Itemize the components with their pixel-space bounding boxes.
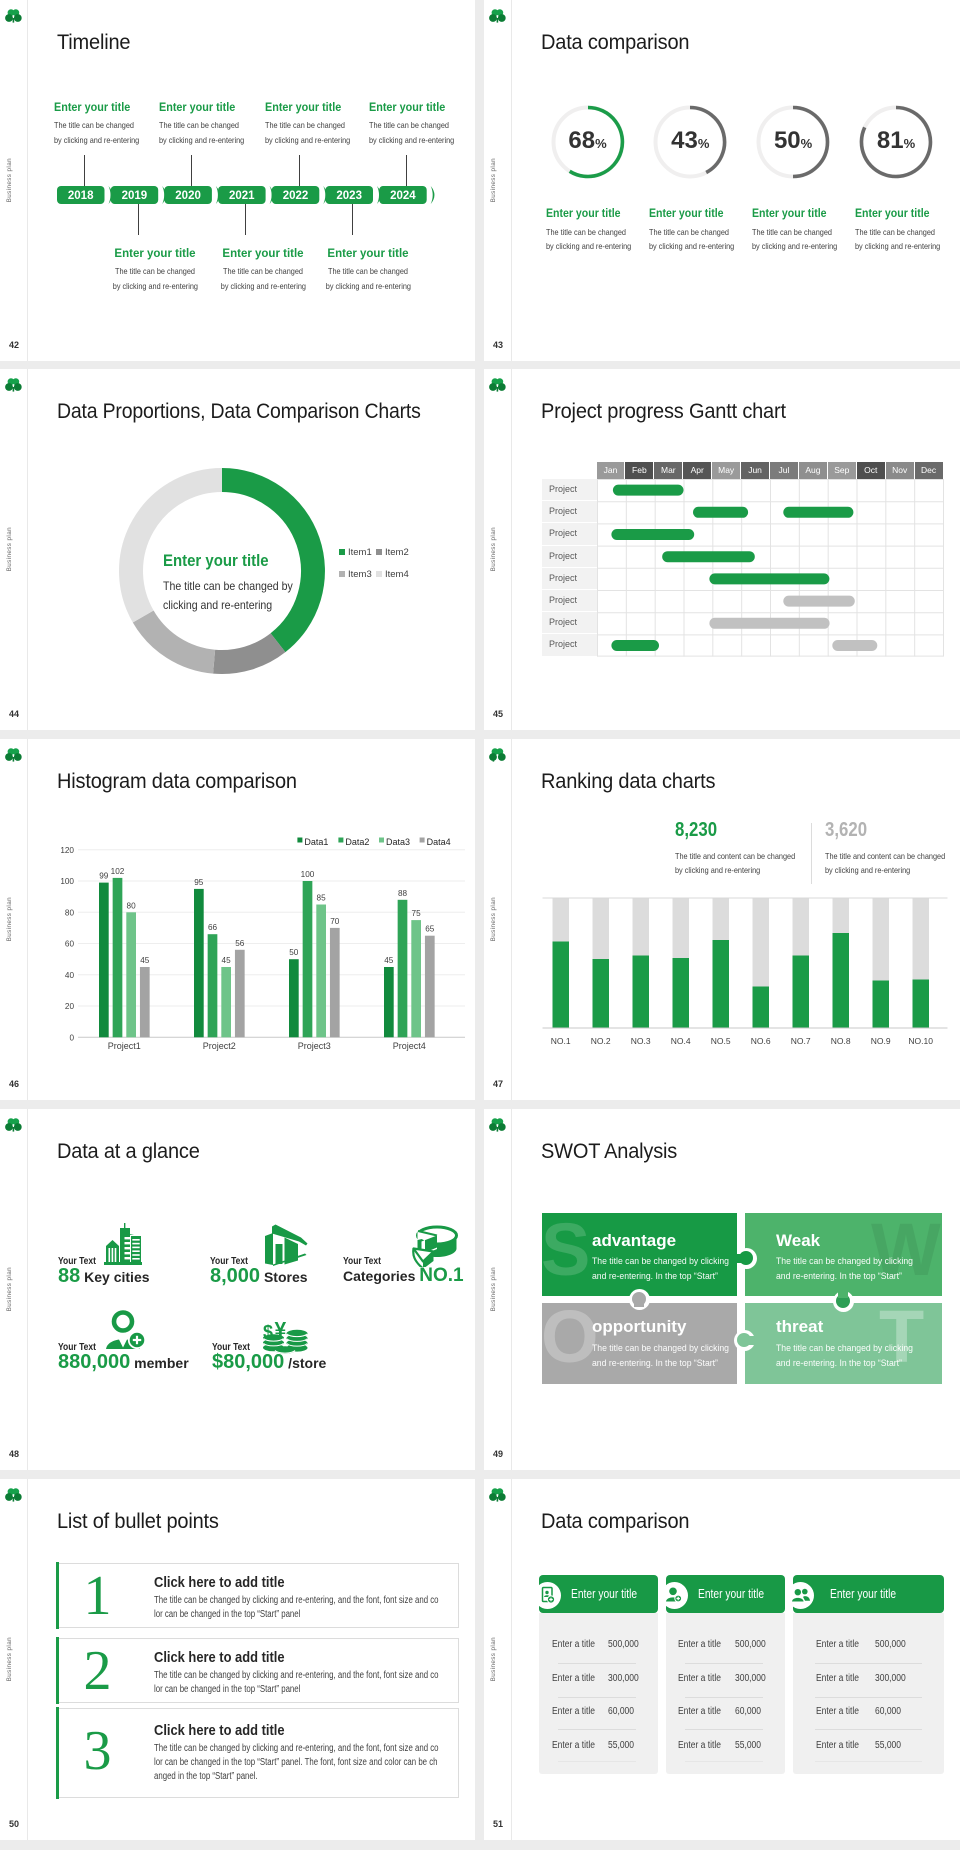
svg-text:Project1: Project1 (108, 1041, 141, 1051)
svg-text:75: 75 (412, 909, 422, 918)
svg-text:2021: 2021 (229, 190, 255, 202)
svg-text:102: 102 (111, 867, 125, 876)
svg-text:45: 45 (140, 956, 150, 965)
svg-text:NO.2: NO.2 (591, 1036, 611, 1046)
svg-text:Project4: Project4 (393, 1041, 426, 1051)
svg-text:99: 99 (99, 872, 109, 881)
svg-text:40: 40 (65, 971, 75, 980)
svg-text:56: 56 (235, 939, 245, 948)
svg-text:Data1: Data1 (304, 837, 328, 847)
svg-text:45: 45 (384, 956, 394, 965)
svg-text:85: 85 (317, 894, 327, 903)
svg-text:$: $ (263, 1322, 273, 1342)
svg-text:Project3: Project3 (298, 1041, 331, 1051)
svg-text:0: 0 (69, 1033, 74, 1042)
svg-text:45: 45 (222, 956, 232, 965)
svg-text:NO.5: NO.5 (711, 1036, 731, 1046)
svg-text:NO.6: NO.6 (751, 1036, 771, 1046)
svg-text:100: 100 (301, 870, 315, 879)
svg-text:NO.8: NO.8 (831, 1036, 851, 1046)
svg-text:88: 88 (398, 889, 408, 898)
svg-text:Data3: Data3 (386, 837, 410, 847)
svg-text:65: 65 (425, 925, 435, 934)
svg-text:80: 80 (127, 901, 137, 910)
svg-text:100: 100 (60, 877, 74, 886)
svg-text:2018: 2018 (68, 190, 94, 202)
svg-text:NO.3: NO.3 (631, 1036, 651, 1046)
svg-text:70: 70 (330, 917, 340, 926)
svg-text:NO.10: NO.10 (908, 1036, 933, 1046)
svg-text:2022: 2022 (283, 190, 309, 202)
svg-text:Project2: Project2 (203, 1041, 236, 1051)
svg-text:2024: 2024 (390, 190, 416, 202)
svg-text:2020: 2020 (175, 190, 201, 202)
svg-text:80: 80 (65, 908, 75, 917)
svg-text:2023: 2023 (336, 190, 362, 202)
svg-text:120: 120 (60, 846, 74, 855)
svg-text:60: 60 (65, 940, 75, 949)
svg-text:NO.7: NO.7 (791, 1036, 811, 1046)
svg-text:NO.4: NO.4 (671, 1036, 691, 1046)
svg-text:50: 50 (289, 948, 299, 957)
svg-text:NO.1: NO.1 (551, 1036, 571, 1046)
svg-text:Data4: Data4 (427, 837, 451, 847)
svg-text:20: 20 (65, 1002, 75, 1011)
svg-text:NO.9: NO.9 (871, 1036, 891, 1046)
svg-text:66: 66 (208, 923, 218, 932)
svg-text:95: 95 (194, 878, 204, 887)
svg-text:2019: 2019 (122, 190, 148, 202)
svg-text:Data2: Data2 (345, 837, 369, 847)
